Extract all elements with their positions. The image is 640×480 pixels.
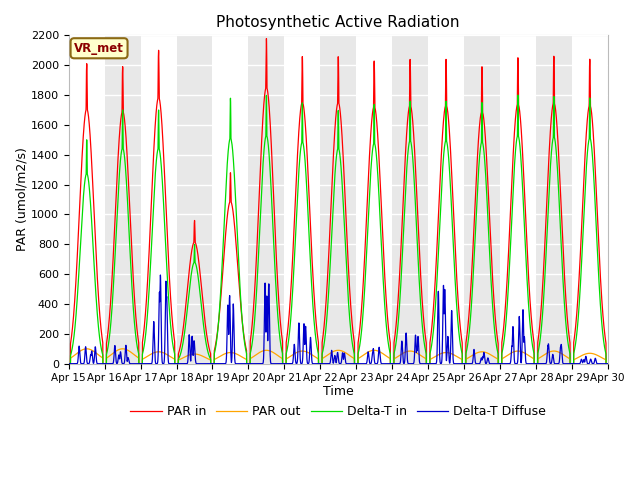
- PAR out: [129, 351, 137, 357]
- Delta-T Diffuse: [552, 361, 559, 367]
- PAR in: [129, 275, 137, 281]
- PAR out: [83, 346, 91, 352]
- PAR in: [554, 140, 562, 146]
- Line: PAR in: PAR in: [68, 38, 608, 364]
- Delta-T in: [65, 361, 72, 367]
- Delta-T in: [552, 141, 559, 147]
- Delta-T Diffuse: [65, 361, 72, 367]
- Delta-T Diffuse: [604, 361, 612, 367]
- PAR in: [403, 139, 410, 145]
- Bar: [392, 36, 428, 364]
- Delta-T in: [554, 177, 562, 182]
- Delta-T Diffuse: [271, 361, 279, 367]
- Bar: [177, 36, 212, 364]
- Delta-T in: [129, 304, 137, 310]
- PAR in: [271, 233, 279, 239]
- X-axis label: Time: Time: [323, 385, 354, 398]
- Delta-T Diffuse: [157, 272, 164, 278]
- Delta-T in: [604, 361, 612, 367]
- PAR in: [604, 361, 612, 367]
- PAR out: [604, 361, 612, 367]
- PAR out: [403, 349, 410, 355]
- Bar: [320, 36, 356, 364]
- Delta-T Diffuse: [129, 361, 137, 367]
- PAR out: [554, 349, 562, 355]
- Text: VR_met: VR_met: [74, 42, 124, 55]
- Delta-T in: [514, 92, 522, 98]
- Bar: [105, 36, 141, 364]
- PAR in: [65, 361, 72, 367]
- PAR in: [575, 273, 583, 278]
- Delta-T Diffuse: [554, 361, 562, 367]
- PAR out: [575, 354, 583, 360]
- Y-axis label: PAR (umol/m2/s): PAR (umol/m2/s): [15, 147, 28, 252]
- Delta-T in: [402, 179, 410, 184]
- Delta-T Diffuse: [403, 330, 410, 336]
- Line: Delta-T in: Delta-T in: [68, 95, 608, 364]
- Title: Photosynthetic Active Radiation: Photosynthetic Active Radiation: [216, 15, 460, 30]
- Delta-T in: [271, 270, 279, 276]
- Bar: [536, 36, 572, 364]
- PAR out: [65, 361, 72, 367]
- Delta-T in: [575, 301, 583, 307]
- Bar: [248, 36, 284, 364]
- Bar: [464, 36, 500, 364]
- PAR in: [262, 36, 270, 41]
- Delta-T Diffuse: [575, 361, 583, 367]
- PAR out: [271, 351, 279, 357]
- PAR in: [552, 107, 559, 112]
- Line: Delta-T Diffuse: Delta-T Diffuse: [68, 275, 608, 364]
- PAR out: [552, 348, 559, 354]
- Legend: PAR in, PAR out, Delta-T in, Delta-T Diffuse: PAR in, PAR out, Delta-T in, Delta-T Dif…: [125, 400, 551, 423]
- Line: PAR out: PAR out: [68, 349, 608, 364]
